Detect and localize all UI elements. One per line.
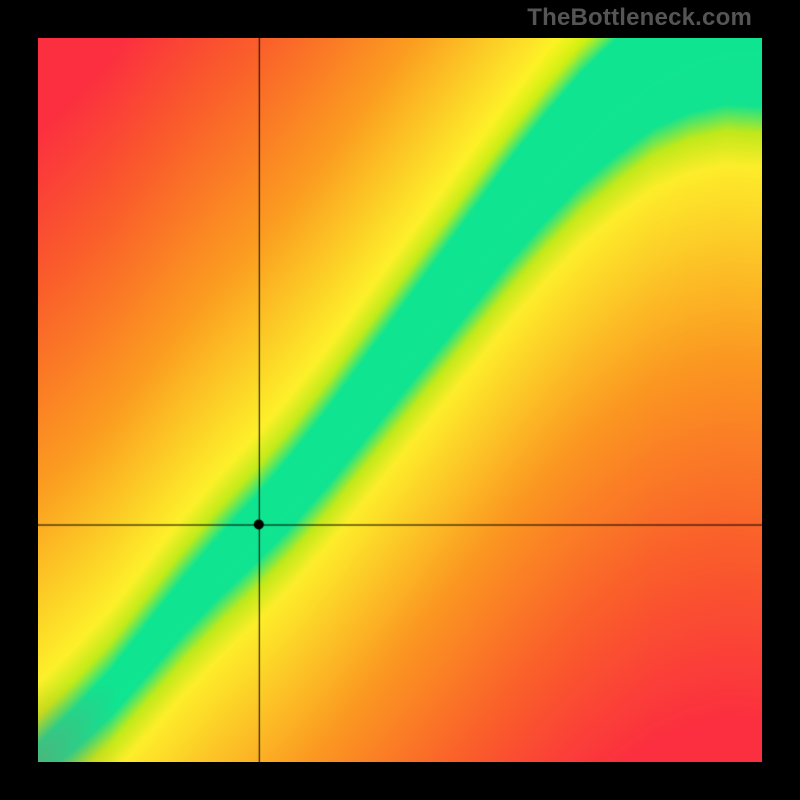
- chart-container: TheBottleneck.com: [0, 0, 800, 800]
- attribution-text: TheBottleneck.com: [527, 4, 752, 32]
- heatmap-plot: [38, 38, 762, 762]
- heatmap-canvas: [38, 38, 762, 762]
